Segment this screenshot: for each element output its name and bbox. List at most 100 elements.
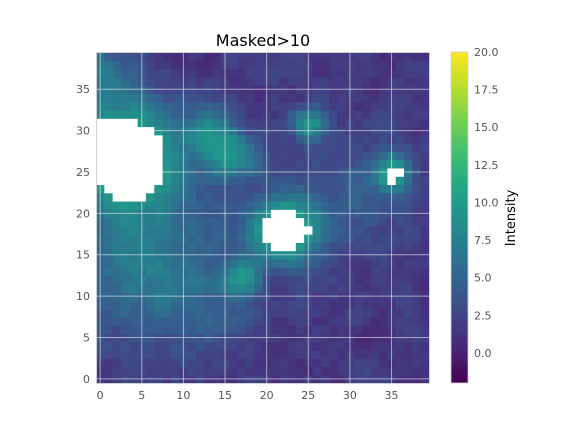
heatmap-cell: [354, 316, 363, 326]
heatmap-cell: [120, 217, 130, 227]
heatmap-cell: [187, 93, 197, 103]
heatmap-cell: [287, 341, 297, 351]
x-tick-label: 20: [260, 389, 274, 402]
heatmap-cell: [237, 316, 247, 326]
heatmap-cell: [320, 267, 330, 277]
heatmap-cell: [379, 358, 388, 368]
heatmap-cell: [312, 101, 322, 111]
heatmap-cell: [370, 283, 380, 293]
heatmap-cell: [295, 200, 305, 210]
heatmap-cell: [145, 316, 155, 326]
heatmap-cell: [162, 341, 172, 351]
heatmap-cell: [329, 176, 339, 186]
heatmap-cell: [245, 258, 255, 268]
heatmap-cell: [170, 151, 180, 161]
heatmap-cell: [204, 52, 214, 61]
heatmap-cell: [270, 283, 280, 293]
heatmap-cell: [104, 118, 114, 128]
heatmap-cell: [204, 176, 214, 186]
heatmap-cell: [212, 358, 222, 368]
heatmap-cell: [279, 176, 289, 186]
heatmap-cell: [362, 159, 372, 169]
heatmap-cell: [287, 300, 297, 310]
heatmap-cell: [395, 176, 405, 186]
heatmap-cell: [237, 159, 247, 169]
heatmap-cell: [329, 109, 339, 119]
grid-lines: [96, 52, 429, 383]
heatmap-cell: [195, 159, 205, 169]
heatmap-cell: [354, 267, 363, 277]
heatmap-cell: [362, 118, 372, 128]
heatmap-cell: [337, 60, 347, 70]
heatmap-cell: [145, 143, 155, 152]
heatmap-cell: [195, 52, 205, 61]
heatmap-cell: [129, 358, 139, 368]
heatmap-cell: [395, 358, 405, 368]
heatmap-cell: [320, 349, 330, 359]
heatmap-cell: [404, 52, 413, 61]
heatmap-cell: [229, 200, 239, 210]
heatmap-cell: [279, 52, 289, 61]
heatmap-cell: [237, 200, 247, 210]
heatmap-cell: [370, 275, 380, 285]
heatmap-cell: [229, 192, 239, 202]
heatmap-cell: [162, 101, 172, 111]
heatmap-cell: [204, 242, 214, 252]
heatmap-cell: [245, 234, 255, 243]
heatmap-cell: [254, 192, 264, 202]
heatmap-cell: [329, 217, 339, 227]
heatmap-cell: [170, 184, 180, 194]
heatmap-cell: [379, 151, 388, 161]
heatmap-cell: [112, 76, 122, 86]
heatmap-cell: [204, 118, 214, 128]
heatmap-cell: [154, 283, 164, 293]
heatmap-cell: [195, 217, 205, 227]
heatmap-cell: [229, 118, 239, 128]
heatmap-cell: [229, 366, 239, 376]
heatmap-cell: [254, 118, 264, 128]
heatmap-cell: [337, 341, 347, 351]
heatmap-cell: [162, 267, 172, 277]
heatmap-cell: [154, 267, 164, 277]
heatmap-cell: [112, 316, 122, 326]
heatmap-cell: [237, 275, 247, 285]
heatmap-cell: [254, 308, 264, 318]
heatmap-cell: [354, 192, 363, 202]
heatmap-cell: [420, 192, 430, 202]
heatmap-cell: [279, 341, 289, 351]
heatmap-cell: [229, 234, 239, 243]
heatmap-cell: [412, 366, 422, 376]
heatmap-cell: [145, 151, 155, 161]
heatmap-cell: [404, 349, 413, 359]
heatmap-cell: [212, 76, 222, 86]
heatmap-cell: [395, 267, 405, 277]
heatmap-cell: [254, 76, 264, 86]
heatmap-cell: [154, 192, 164, 202]
heatmap-cell: [337, 217, 347, 227]
heatmap-cell: [270, 341, 280, 351]
heatmap-cell: [337, 109, 347, 119]
heatmap-cell: [245, 134, 255, 144]
heatmap-cell: [404, 366, 413, 376]
heatmap-cell: [295, 267, 305, 277]
heatmap-cell: [120, 151, 130, 161]
heatmap-cell: [287, 60, 297, 70]
heatmap-cell: [395, 234, 405, 243]
heatmap-cell: [362, 101, 372, 111]
heatmap-cell: [129, 300, 139, 310]
colorbar-tick-label: 15.0: [474, 121, 499, 134]
heatmap-cell: [187, 68, 197, 78]
heatmap-cell: [395, 109, 405, 119]
x-axis-ticks: 0 5 10 15 20 25 30 35: [97, 389, 399, 402]
heatmap-cell: [295, 341, 305, 351]
heatmap-cell: [362, 325, 372, 334]
heatmap-cell: [412, 109, 422, 119]
heatmap-cell: [370, 358, 380, 368]
heatmap-cell: [270, 349, 280, 359]
heatmap-cell: [412, 275, 422, 285]
heatmap-cell: [412, 258, 422, 268]
heatmap-cell: [420, 225, 430, 235]
heatmap-cell: [337, 200, 347, 210]
heatmap-cell: [337, 234, 347, 243]
heatmap-cell: [404, 242, 413, 252]
